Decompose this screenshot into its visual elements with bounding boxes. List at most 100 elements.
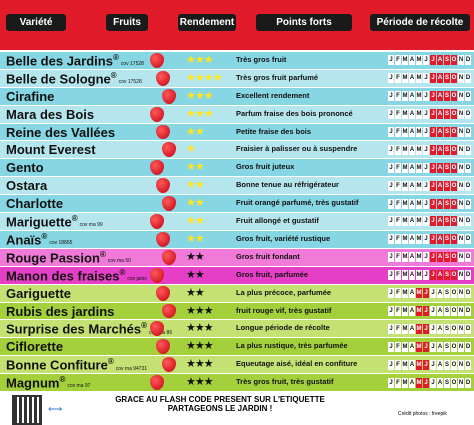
month: F — [395, 234, 401, 245]
variety: Reine des Vallées — [6, 124, 116, 140]
month: A — [409, 162, 415, 173]
month: D — [465, 359, 471, 370]
harvest-month: J — [430, 127, 436, 138]
strawberry — [156, 124, 170, 140]
month: F — [395, 55, 401, 66]
rating-stars: ★★★ — [186, 358, 214, 371]
month: F — [395, 288, 401, 299]
month: M — [416, 144, 422, 155]
strawberry — [156, 285, 170, 301]
month: N — [458, 288, 464, 299]
harvest-month: J — [430, 234, 436, 245]
rating-stars: ★★ — [186, 197, 205, 210]
month: A — [437, 341, 443, 352]
variety: Rouge Passion — [6, 250, 100, 266]
harvest-month: J — [430, 180, 436, 191]
month: J — [388, 127, 394, 138]
harvest-month: J — [430, 198, 436, 209]
month: J — [388, 91, 394, 102]
strawberry — [150, 106, 164, 122]
harvest-month: S — [444, 270, 450, 281]
registered: ® — [59, 375, 66, 385]
harvest-month: M — [416, 341, 422, 352]
variety: Gariguette — [6, 285, 72, 301]
month: N — [458, 91, 464, 102]
month: M — [416, 198, 422, 209]
strength: Gros fruit, parfumée — [236, 269, 309, 279]
month: M — [402, 109, 408, 120]
month: D — [465, 341, 471, 352]
row: Gariguette ★★ La plus précoce, parfumée J F M… — [0, 284, 474, 302]
month: D — [465, 144, 471, 155]
registered: ® — [107, 357, 114, 367]
month: O — [451, 359, 457, 370]
month: J — [388, 144, 394, 155]
month: N — [458, 162, 464, 173]
month: S — [444, 305, 450, 316]
cov: cov 17528 — [120, 61, 144, 68]
harvest-month: J — [423, 323, 429, 334]
strength: La plus précoce, parfumée — [236, 287, 332, 297]
month: J — [388, 73, 394, 84]
month: A — [409, 359, 415, 370]
variety-name: Gariguette — [6, 286, 71, 301]
row: Reine des Vallées ★★ Petite fraise des boi… — [0, 123, 474, 141]
month: F — [395, 127, 401, 138]
month: O — [451, 288, 457, 299]
harvest-month: J — [423, 377, 429, 388]
month: J — [423, 270, 429, 281]
month: M — [402, 341, 408, 352]
month: J — [388, 109, 394, 120]
harvest-month: M — [416, 359, 422, 370]
variety: Belle des Jardins — [6, 53, 113, 69]
month: A — [409, 73, 415, 84]
month: F — [395, 216, 401, 227]
month: A — [409, 252, 415, 263]
variety: Gento — [6, 160, 44, 176]
month: D — [465, 127, 471, 138]
strawberry — [162, 196, 176, 212]
month: M — [402, 377, 408, 388]
month: M — [402, 144, 408, 155]
month: A — [409, 377, 415, 388]
harvest-month: O — [451, 234, 457, 245]
cov: cov ma 50 — [107, 258, 131, 265]
registered: ® — [112, 53, 119, 62]
rating-stars: ★★ — [186, 250, 205, 263]
month: D — [465, 252, 471, 263]
variety: Ciflorette — [6, 339, 64, 355]
rating-stars: ★★ — [186, 125, 205, 138]
month: J — [388, 55, 394, 66]
month: S — [444, 288, 450, 299]
arrows: ⟷ — [48, 404, 63, 415]
column-header: Variété — [6, 14, 66, 31]
footer: ⟷ GRACE AU FLASH CODE PRESENT SUR L'ETIQ… — [0, 392, 474, 425]
harvest-month: O — [451, 91, 457, 102]
month: M — [402, 55, 408, 66]
month: A — [409, 216, 415, 227]
registered: ® — [141, 321, 148, 331]
row: Ostara ★★ Bonne tenue au réfrigérateur J F M A… — [0, 177, 474, 195]
strawberry — [156, 70, 170, 86]
harvest-month: J — [430, 55, 436, 66]
harvest-month: J — [423, 288, 429, 299]
month: N — [458, 305, 464, 316]
registered: ® — [41, 231, 48, 241]
month: M — [402, 216, 408, 227]
variety: Mara des Bois — [6, 106, 95, 122]
month: M — [416, 180, 422, 191]
month: M — [416, 91, 422, 102]
month: M — [416, 73, 422, 84]
harvest-month: S — [444, 198, 450, 209]
strawberry — [162, 88, 176, 104]
month: M — [402, 288, 408, 299]
row: Belle de Sologne®cov 17528 ★★★★ Très gros … — [0, 69, 474, 87]
strength: Equeutage aisé, idéal en confiture — [236, 359, 358, 369]
month: N — [458, 234, 464, 245]
harvest-month: S — [444, 216, 450, 227]
month: N — [458, 216, 464, 227]
month: J — [388, 162, 394, 173]
month: O — [451, 305, 457, 316]
variety-name: Bonne Confiture®cov ma 94731 — [6, 357, 147, 372]
strength: Très gros fruit parfumé — [236, 72, 319, 82]
